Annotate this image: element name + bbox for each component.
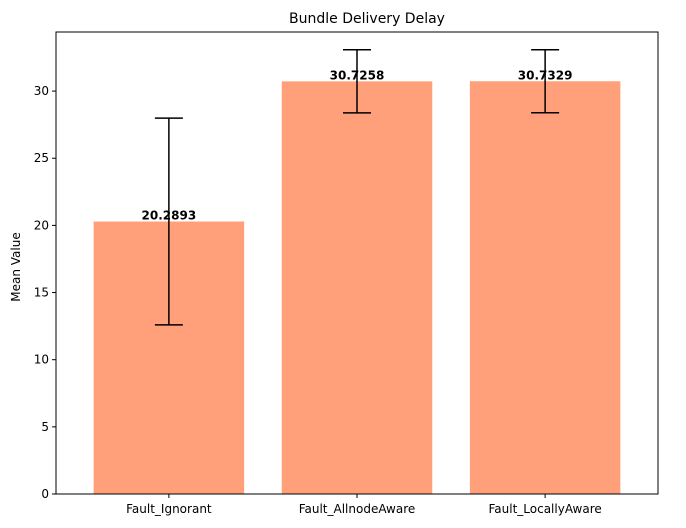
x-tick-label-0: Fault_Ignorant (126, 502, 212, 516)
chart-title: Bundle Delivery Delay (289, 11, 445, 27)
y-tick-label-1: 5 (41, 420, 49, 434)
data-label-2: 30.7329 (518, 68, 573, 82)
x-tick-label-1: Fault_AllnodeAware (299, 502, 416, 516)
y-tick-label-5: 25 (34, 151, 49, 165)
y-tick-label-6: 30 (34, 84, 49, 98)
data-labels-layer: 20.2893 30.7258 30.7329 (142, 68, 573, 222)
error-bar-1 (343, 49, 371, 114)
bars-layer (93, 81, 621, 495)
y-tick-label-0: 0 (41, 487, 49, 501)
data-label-0: 20.2893 (142, 209, 197, 223)
plot-frame (55, 31, 659, 495)
data-label-1: 30.7258 (330, 68, 385, 82)
y-tick-label-3: 15 (34, 286, 49, 300)
y-tick-label-2: 10 (34, 353, 49, 367)
error-bars-layer (154, 48, 560, 326)
y-axis-label: Mean Value (9, 232, 23, 301)
x-tick-label-2: Fault_LocallyAware (488, 502, 601, 516)
bar-1 (281, 81, 433, 494)
bar-2 (469, 81, 621, 495)
axes-layer: Fault_Ignorant Fault_AllnodeAware Fault_Lo… (34, 31, 659, 516)
y-tick-label-4: 20 (34, 218, 49, 232)
error-bar-2 (531, 48, 560, 114)
error-bar-0 (154, 117, 183, 326)
